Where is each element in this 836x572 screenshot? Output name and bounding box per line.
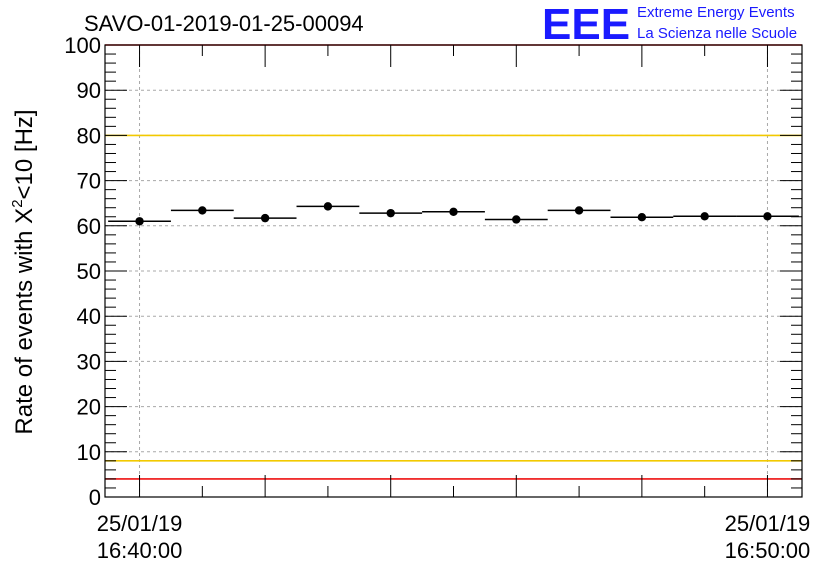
y-axis-label: Rate of events with X2<10 [Hz] [9, 109, 38, 434]
eee-logo: EEE Extreme Energy Events La Scienza nel… [542, 0, 797, 49]
y-tick-label: 100 [64, 33, 101, 58]
y-tick-label: 70 [77, 169, 101, 194]
data-point [700, 212, 709, 221]
data-point [637, 213, 647, 222]
reference-lines [105, 44, 802, 480]
x-tick-label-date: 25/01/19 [97, 511, 183, 536]
y-axis-label-chi: X [11, 208, 38, 224]
y-tick-labels: 0 10 20 30 40 50 60 70 80 90 100 [64, 33, 101, 510]
y-tick-label: 0 [89, 485, 101, 510]
y-tick-label: 60 [77, 214, 101, 239]
data-point [135, 217, 144, 226]
x-tick-label-date: 25/01/19 [725, 511, 811, 536]
chart-title: SAVO-01-2019-01-25-00094 [84, 11, 364, 36]
y-tick-label: 80 [77, 123, 101, 148]
y-tick-label: 10 [77, 440, 101, 465]
y-axis-label-tail: <10 [Hz] [11, 109, 38, 199]
y-tick-label: 40 [77, 304, 101, 329]
y-tick-label: 50 [77, 259, 101, 284]
y-tick-label: 30 [77, 349, 101, 374]
data-point [386, 208, 395, 218]
y-axis-label-main: Rate of events with [11, 224, 38, 435]
data-point [323, 202, 333, 211]
data-points [108, 202, 799, 226]
data-point [574, 206, 584, 215]
grid-layer [105, 45, 802, 497]
axis-ticks [105, 44, 802, 498]
data-point [512, 215, 521, 224]
data-point [449, 207, 458, 216]
data-point [198, 206, 207, 215]
y-tick-label: 90 [77, 78, 101, 103]
data-point [763, 212, 772, 221]
eee-logo-mark: EEE [542, 0, 630, 49]
x-tick-label-time: 16:50:00 [725, 538, 811, 563]
eee-logo-line2: La Scienza nelle Scuole [637, 25, 797, 42]
data-point [260, 213, 270, 223]
y-tick-label: 20 [77, 395, 101, 420]
eee-logo-line1: Extreme Energy Events [637, 4, 795, 21]
x-tick-label-time: 16:40:00 [97, 538, 183, 563]
y-axis-label-sup: 2 [9, 199, 26, 207]
